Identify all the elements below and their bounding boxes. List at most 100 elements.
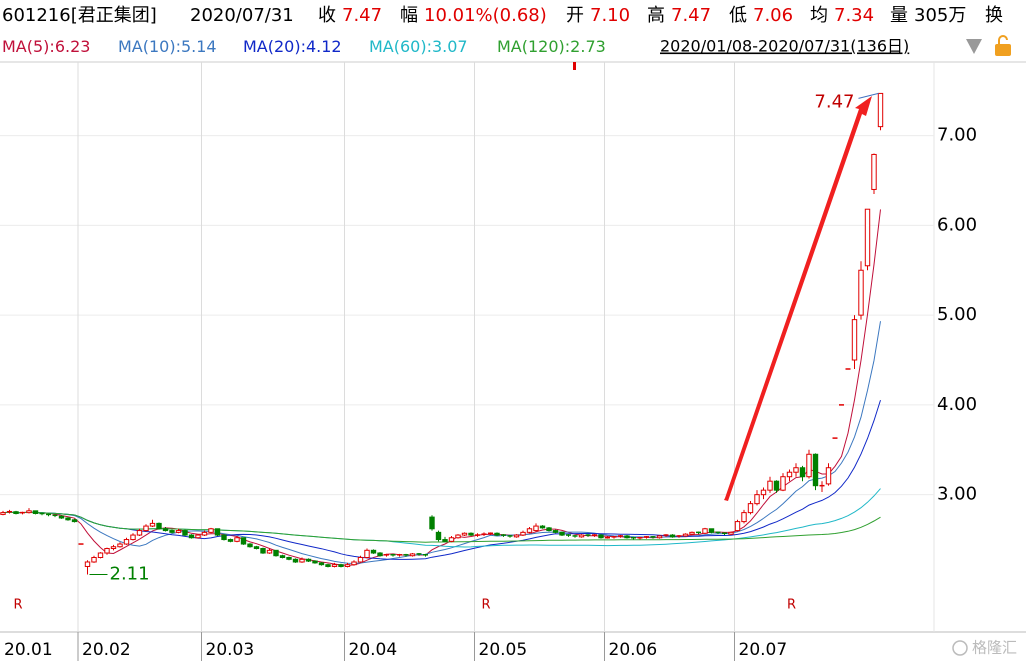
annotation-arrow [724, 96, 872, 501]
candle-body [793, 467, 799, 473]
candle [377, 552, 383, 557]
candle-body [273, 549, 279, 557]
candle-body [156, 522, 162, 530]
candle-body [169, 530, 175, 533]
candle [247, 543, 253, 548]
value: 10.01%(0.68) [424, 5, 547, 26]
candle [423, 553, 428, 557]
candle [104, 547, 110, 555]
y-tick-label: 7.00 [937, 125, 977, 146]
watermark-logo [952, 640, 968, 656]
date: 2020/07/31 [190, 5, 294, 26]
candle-body [104, 548, 110, 554]
label: 幅 [400, 5, 418, 26]
x-tick-label: 20.07 [739, 640, 788, 660]
candle [611, 535, 617, 539]
ma-line [2, 209, 881, 566]
candle-body [364, 549, 370, 558]
candle-body [130, 534, 136, 541]
candle [331, 562, 338, 568]
candle [273, 549, 279, 557]
candle [338, 563, 344, 568]
candle [702, 527, 708, 535]
candle [91, 555, 97, 563]
candle [260, 547, 266, 554]
candle [864, 208, 871, 271]
candle-body [578, 534, 585, 538]
y-tick-label: 3.00 [937, 484, 977, 505]
candle-body [338, 564, 344, 567]
candle [488, 532, 493, 536]
candle [149, 519, 156, 527]
value: 7.34 [834, 5, 874, 26]
candle [513, 534, 520, 538]
candle [234, 535, 240, 543]
candle-body [123, 539, 130, 545]
candle [475, 533, 480, 537]
label: 收 [318, 5, 336, 26]
candle [390, 553, 396, 557]
lock-icon[interactable] [995, 44, 1011, 56]
candle-body [110, 546, 117, 550]
candle-body [461, 532, 468, 536]
candle [397, 553, 402, 557]
label: 开 [566, 5, 584, 26]
ma-value: 4.12 [306, 37, 342, 56]
ma-value: 2.73 [570, 37, 606, 56]
candle [162, 526, 169, 532]
label: 高 [647, 5, 665, 26]
candle [650, 535, 656, 539]
candle [780, 473, 786, 492]
ma-label: MA(5): [2, 37, 55, 56]
candle-body [286, 556, 292, 560]
value: 7.10 [590, 5, 630, 26]
candle-body [195, 534, 201, 539]
candle-body [175, 530, 182, 533]
candle-body [520, 531, 526, 536]
candle [676, 535, 682, 538]
candle [689, 531, 695, 536]
ma-line [2, 399, 881, 560]
candle-body [318, 562, 325, 566]
candle [851, 315, 858, 369]
candle-body [377, 552, 383, 557]
candle [637, 536, 643, 540]
candle [539, 525, 546, 529]
candle [520, 530, 526, 536]
candle-body [760, 489, 767, 496]
candle-body [214, 528, 221, 536]
candle-body [864, 208, 871, 267]
candle [806, 449, 812, 479]
candle [32, 510, 39, 515]
candle [507, 535, 513, 538]
candle [20, 511, 25, 515]
candle [351, 560, 357, 566]
candle-body [448, 537, 455, 542]
candle [344, 562, 351, 568]
candle-body [747, 503, 754, 514]
candle-body [728, 531, 734, 535]
value: 7.06 [753, 5, 793, 26]
candle [722, 532, 727, 536]
ma-label: MA(20): [243, 37, 306, 56]
dropdown-icon[interactable] [966, 39, 982, 54]
date-range[interactable]: 2020/01/08-2020/07/31(136日) [660, 37, 909, 56]
candle [195, 534, 201, 539]
marker [573, 62, 576, 70]
candle-body [526, 528, 533, 533]
candle [65, 517, 71, 521]
candle [136, 528, 143, 536]
candle [130, 533, 136, 541]
value: 7.47 [671, 5, 711, 26]
candle [208, 527, 214, 534]
candle-body [871, 153, 877, 190]
candle-body [351, 561, 357, 566]
candle-body [331, 564, 338, 567]
candle [429, 515, 435, 531]
candle-body [624, 535, 630, 539]
candle [715, 531, 721, 535]
candle [526, 526, 533, 534]
candle [169, 529, 175, 534]
candle-body [58, 515, 65, 519]
